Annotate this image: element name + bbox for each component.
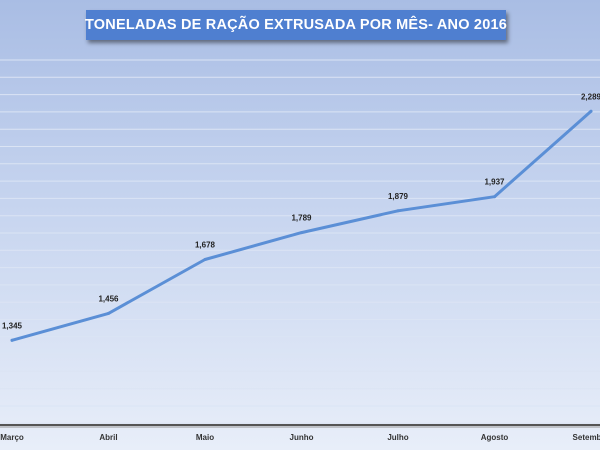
data-label: 2,289 [581,92,600,101]
data-label: 1,789 [291,214,312,223]
data-point [396,209,400,213]
data-label: 1,345 [2,321,23,330]
data-label: 1,937 [484,178,505,187]
data-label: 1,456 [98,294,119,303]
gridlines [0,59,600,424]
x-tick-label: Agosto [481,433,509,442]
data-point [203,258,207,261]
x-tick-labels: Março Abril Maio Junho Julho Agosto Setembro [0,433,600,442]
data-label: 1,678 [195,241,216,250]
data-label: 1,879 [388,192,409,201]
x-tick-label: Junho [290,433,314,442]
series-layer [10,109,593,342]
x-tick-label: Abril [99,433,117,442]
x-tick-label: Março [0,433,24,442]
series-line [10,109,593,342]
data-point [107,311,110,315]
data-point [589,109,593,113]
data-point [300,231,303,235]
chart-title: TONELADAS DE RAÇÃO EXTRUSADA POR MÊS- AN… [85,10,507,40]
data-labels: 1,345 1,456 1,678 1,789 1,879 1,937 2,289 [2,92,600,330]
x-tick-label: Maio [196,433,214,442]
x-tick-label: Julho [387,433,408,442]
x-tick-label: Setembro [573,433,600,442]
data-point [10,338,14,342]
data-point [493,195,496,199]
x-axis [0,424,600,428]
